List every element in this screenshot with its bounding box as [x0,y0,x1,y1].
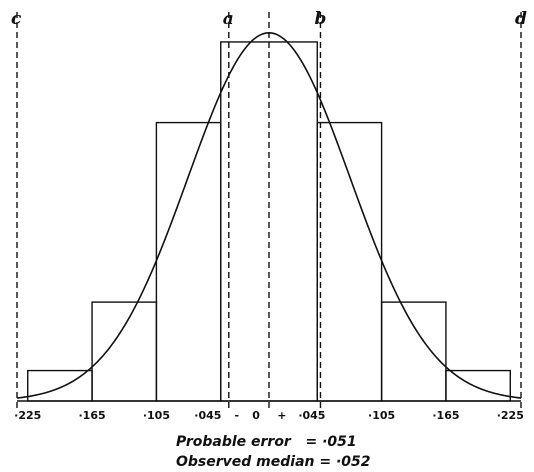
normal-curve-line [16,32,522,399]
x-tick-label: 0 [252,409,260,422]
reference-lines [16,12,522,409]
histogram-bar [91,301,158,402]
reference-line-label-c: c [11,9,22,29]
reference-line-label-a: a [223,9,234,29]
observed-median-caption: Observed median = ·052 [176,454,371,470]
histogram-bar [316,121,383,402]
histogram-bar [155,121,222,402]
x-tick-label: ·225 [14,409,41,422]
x-tick-label: ·105 [368,409,395,422]
x-tick-label: ·105 [143,409,170,422]
x-tick-label: ·165 [432,409,459,422]
x-tick-label: ·165 [78,409,105,422]
reference-line-label-d: d [515,9,527,29]
normal-curve [16,32,522,399]
histogram-bar [380,301,447,402]
x-tick-label: + [277,409,286,422]
x-tick-label: - [235,409,240,422]
x-tick-label: ·225 [497,409,524,422]
x-tick-labels: ·225 ·165 ·105 ·045 -0 + ·045 ·105 ·165 ·225 [14,409,524,422]
x-tick-label: ·045 [298,409,325,422]
x-tick-label: ·045 [194,409,221,422]
reference-line-label-b: b [314,9,326,29]
probable-error-caption: Probable error = ·051 [176,434,357,450]
